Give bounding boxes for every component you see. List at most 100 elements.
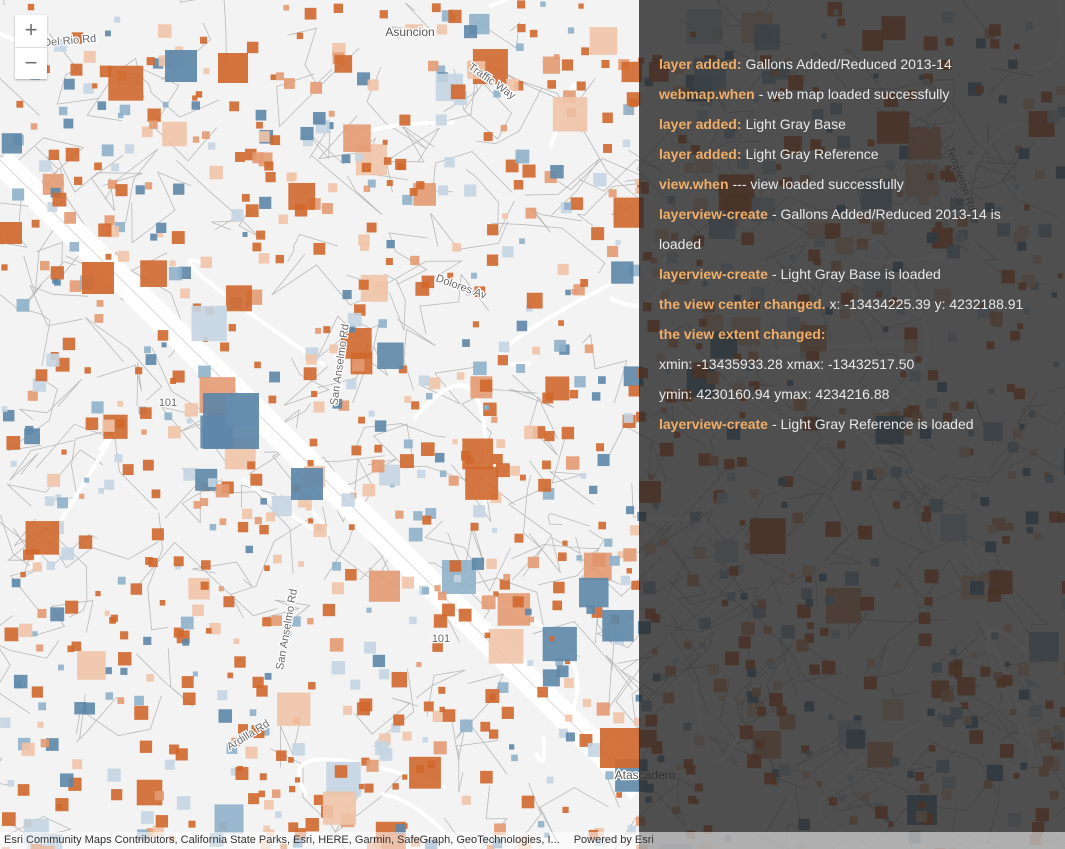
symbol <box>120 631 129 640</box>
symbol <box>622 139 631 148</box>
symbol <box>181 676 194 689</box>
symbol <box>483 132 493 142</box>
symbol <box>334 765 348 778</box>
street <box>0 191 28 248</box>
symbol <box>502 213 509 219</box>
symbol <box>168 425 181 439</box>
symbol <box>85 417 99 430</box>
symbol <box>95 590 101 597</box>
symbol <box>524 425 538 440</box>
symbol <box>252 242 262 252</box>
street <box>513 782 542 849</box>
street <box>84 317 163 401</box>
street <box>75 695 162 737</box>
street <box>419 273 490 335</box>
symbol <box>214 804 244 834</box>
symbol <box>46 561 56 570</box>
symbol <box>496 439 506 449</box>
symbol <box>288 822 299 833</box>
symbol <box>635 694 643 702</box>
street <box>509 374 555 408</box>
symbol <box>481 595 496 610</box>
symbol <box>289 785 296 793</box>
symbol <box>328 110 335 117</box>
symbol <box>278 214 288 225</box>
symbol <box>62 337 76 351</box>
log-key: layer added: <box>659 56 742 72</box>
symbol <box>392 783 399 790</box>
symbol <box>420 442 435 456</box>
symbol <box>402 774 408 780</box>
log-entry: layerview-create - Light Gray Reference i… <box>659 409 1045 439</box>
symbol <box>570 197 584 210</box>
street <box>0 261 76 312</box>
symbol <box>259 196 272 209</box>
symbol <box>120 667 128 675</box>
symbol <box>238 724 248 735</box>
symbol <box>561 59 574 71</box>
symbol <box>496 463 510 478</box>
symbol <box>465 466 499 500</box>
symbol <box>395 158 407 170</box>
symbol <box>367 79 379 91</box>
symbol <box>564 658 571 665</box>
symbol <box>608 189 617 198</box>
symbol <box>322 603 336 617</box>
symbol <box>84 367 91 374</box>
symbol <box>84 477 90 483</box>
symbol <box>453 575 462 583</box>
symbol <box>261 727 270 736</box>
symbol <box>601 59 610 69</box>
symbol <box>565 732 575 742</box>
symbol <box>58 106 68 116</box>
symbol <box>565 456 580 470</box>
symbol <box>269 371 280 383</box>
symbol <box>195 91 203 98</box>
symbol <box>37 721 44 728</box>
symbol <box>313 794 325 806</box>
symbol <box>192 604 204 617</box>
symbol <box>633 717 642 726</box>
symbol <box>439 470 447 478</box>
street <box>397 318 436 391</box>
symbol <box>602 609 634 642</box>
symbol <box>546 776 554 784</box>
road <box>488 0 509 8</box>
symbol <box>421 275 435 289</box>
symbol <box>433 741 447 755</box>
symbol <box>367 179 376 188</box>
symbol <box>366 222 377 233</box>
symbol <box>6 435 21 450</box>
symbol <box>631 580 641 590</box>
symbol <box>400 454 414 469</box>
symbol <box>616 792 622 798</box>
symbol <box>37 608 47 619</box>
symbol <box>589 485 598 494</box>
zoom-in[interactable]: + <box>15 15 47 47</box>
symbol <box>271 789 281 798</box>
symbol <box>509 744 515 750</box>
symbol <box>581 47 590 56</box>
symbol <box>506 78 519 92</box>
symbol <box>183 467 197 481</box>
symbol <box>141 126 153 138</box>
symbol <box>156 231 164 238</box>
symbol <box>461 795 471 805</box>
symbol <box>323 326 331 334</box>
symbol <box>286 630 292 636</box>
symbol <box>63 118 74 129</box>
zoom-out[interactable]: − <box>15 47 47 79</box>
symbol <box>465 288 473 296</box>
symbol <box>564 678 574 688</box>
symbol <box>488 729 499 739</box>
symbol <box>313 523 327 538</box>
symbol <box>70 63 83 76</box>
symbol <box>12 188 25 201</box>
symbol <box>480 770 493 784</box>
symbol <box>158 55 170 67</box>
symbol <box>248 793 260 805</box>
symbol <box>205 627 212 634</box>
powered-by[interactable]: Powered by Esri <box>573 834 654 846</box>
symbol <box>464 184 477 197</box>
symbol <box>276 72 284 81</box>
